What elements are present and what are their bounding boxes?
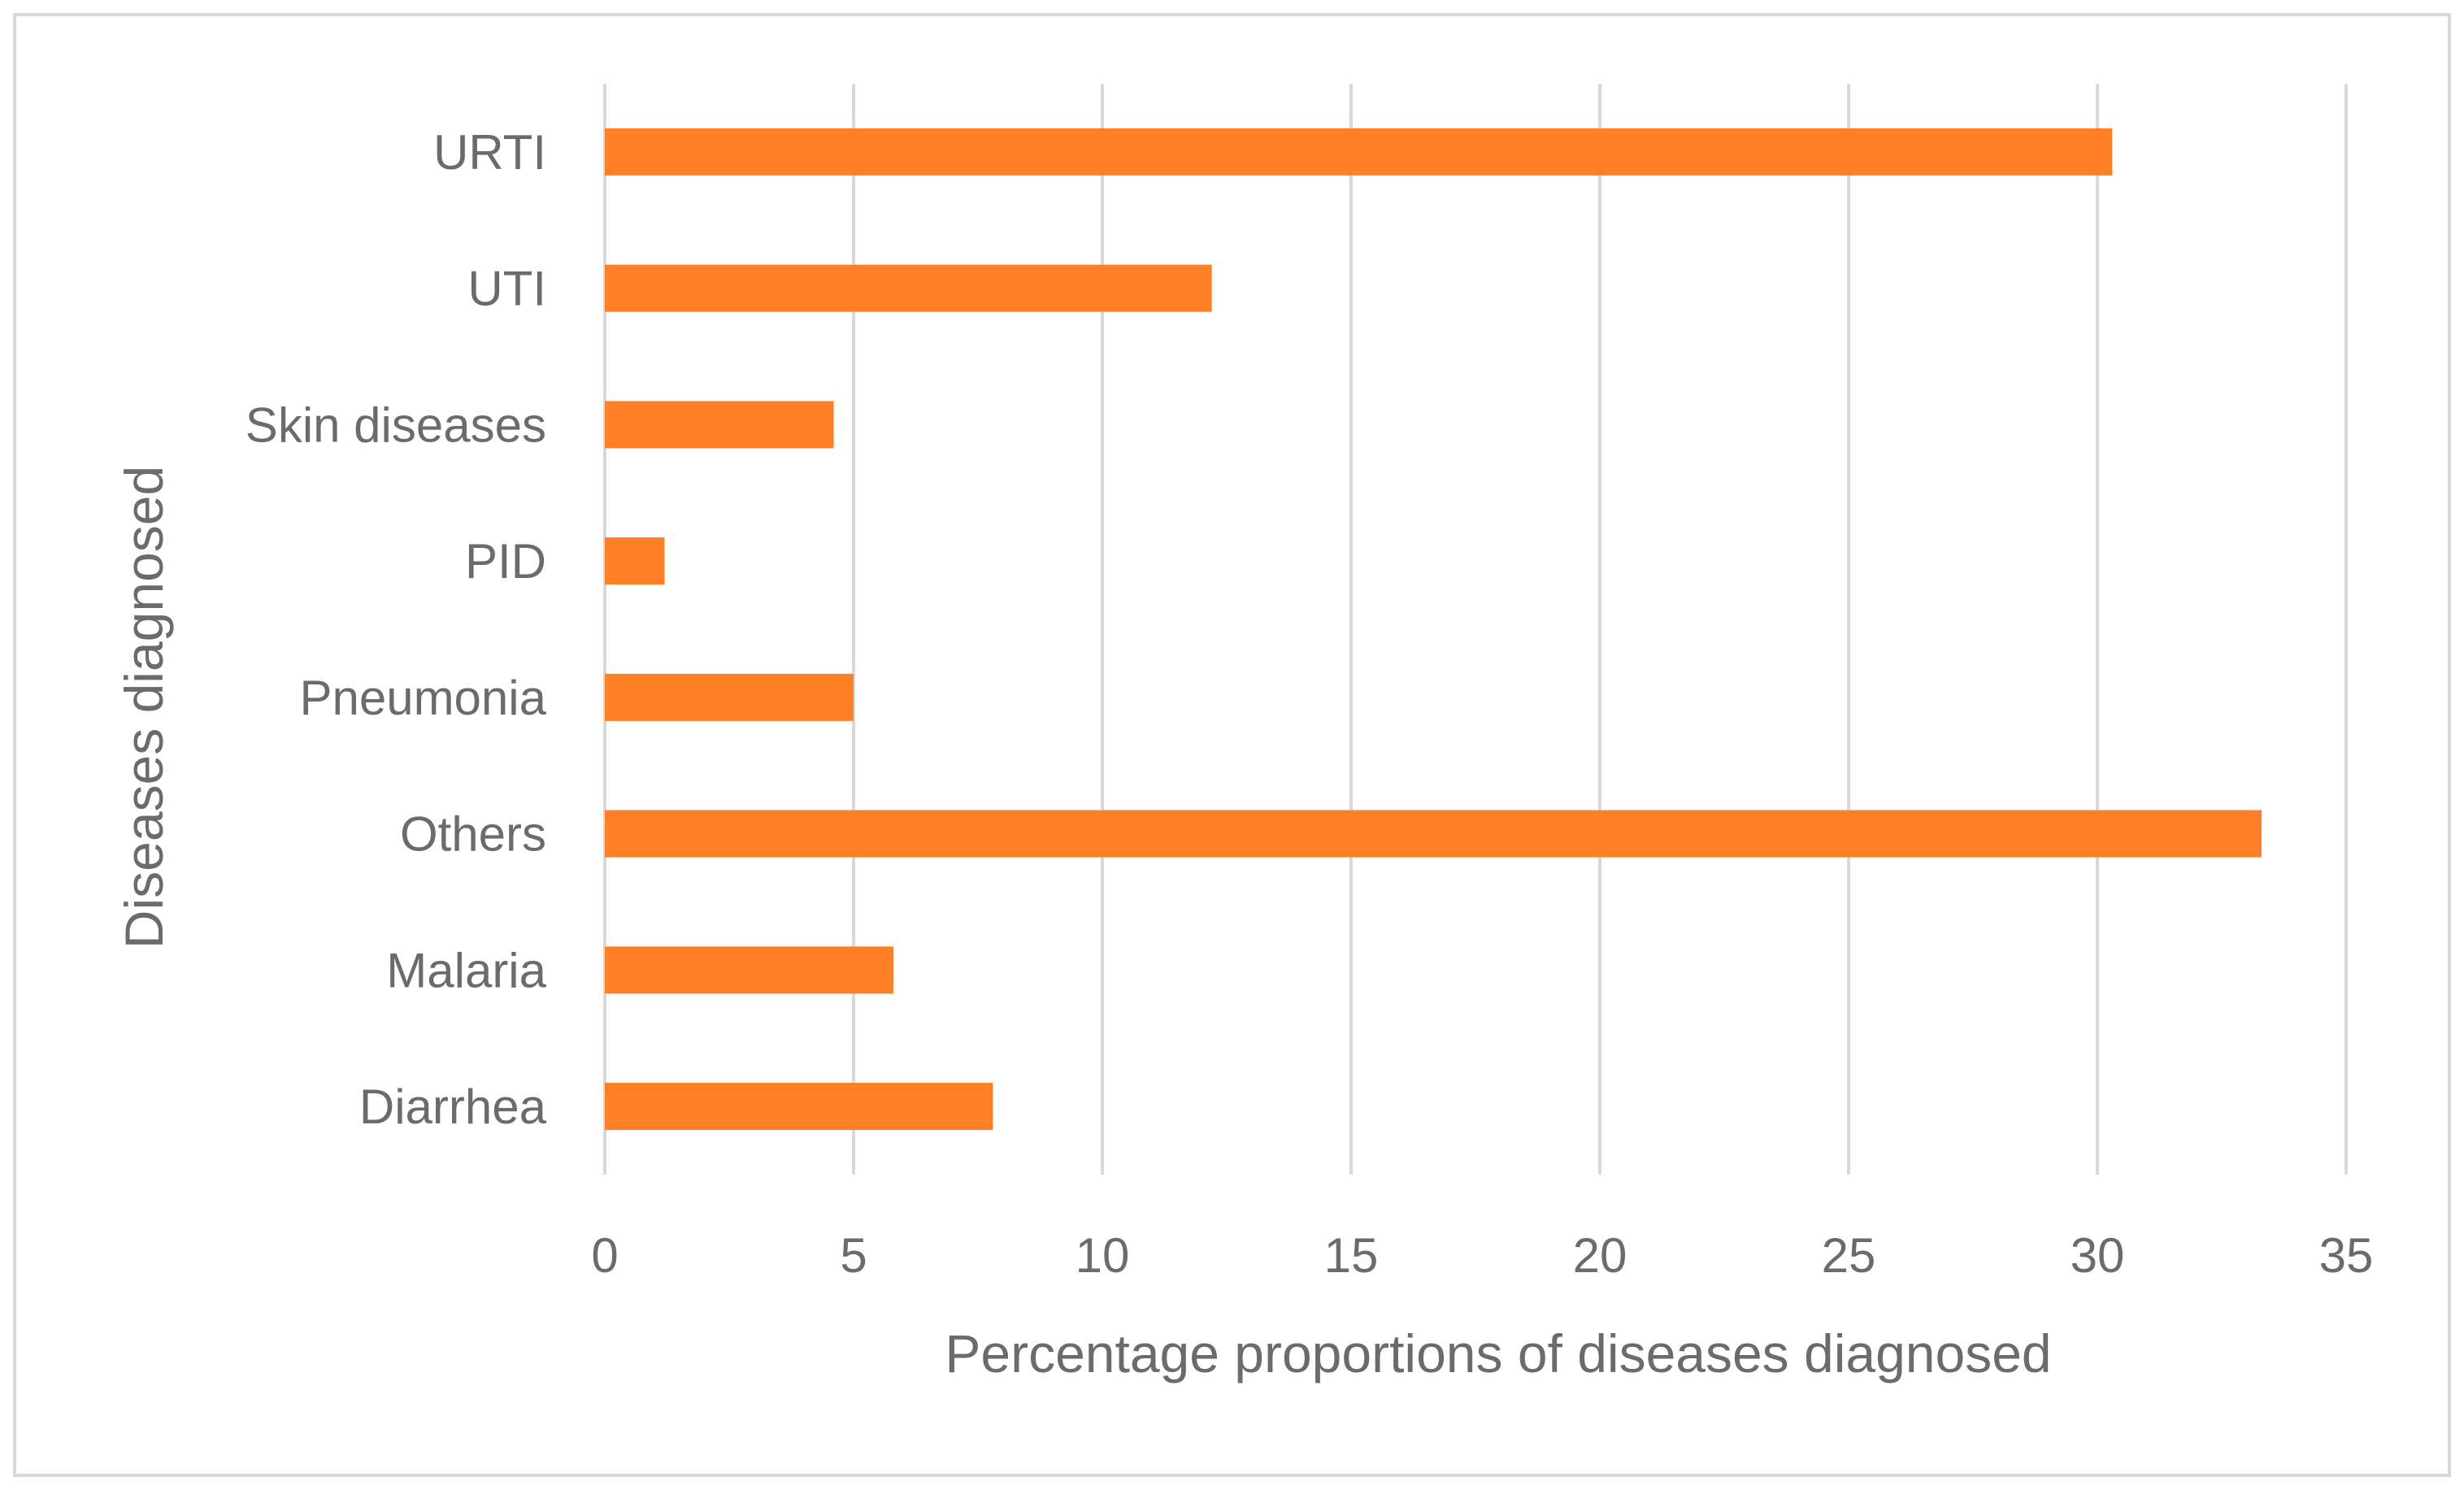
- category-label: Pneumonia: [299, 671, 546, 725]
- bar-others: [605, 810, 2262, 858]
- category-label: Skin diseases: [246, 397, 546, 452]
- category-label: URTI: [433, 125, 546, 180]
- chart-frame: [13, 13, 2451, 1477]
- bar-diarrhea: [605, 1083, 993, 1131]
- category-label: PID: [465, 534, 546, 589]
- y-axis-title: Diseases diagnosed: [114, 466, 174, 949]
- bar-malaria: [605, 946, 893, 994]
- x-tick-label: 5: [840, 1228, 867, 1283]
- category-label: Others: [400, 807, 546, 862]
- bar-pneumonia: [605, 673, 854, 721]
- bar-pid: [605, 537, 665, 585]
- category-label: Malaria: [386, 943, 546, 997]
- gridlines: [603, 84, 2348, 1175]
- x-tick-label: 15: [1324, 1228, 1379, 1283]
- x-tick-labels: 0 5 10 15 20 25 30 35: [591, 1228, 2373, 1283]
- x-axis-title: Percentage proportions of diseases diagn…: [945, 1323, 2051, 1384]
- x-tick-label: 35: [2319, 1228, 2374, 1283]
- x-tick-label: 0: [591, 1228, 618, 1283]
- x-tick-label: 30: [2071, 1228, 2125, 1283]
- bar-skin-diseases: [605, 401, 834, 449]
- category-label: UTI: [467, 262, 546, 316]
- bar-uti: [605, 264, 1212, 312]
- x-tick-label: 25: [1822, 1228, 1876, 1283]
- bar-urti: [605, 128, 2113, 176]
- category-labels: URTI UTI Skin diseases PID Pneumonia Others Ma…: [246, 125, 547, 1134]
- x-tick-label: 10: [1076, 1228, 1130, 1283]
- x-tick-label: 20: [1573, 1228, 1627, 1283]
- category-label: Diarrhea: [359, 1079, 547, 1134]
- bars: [605, 128, 2262, 1131]
